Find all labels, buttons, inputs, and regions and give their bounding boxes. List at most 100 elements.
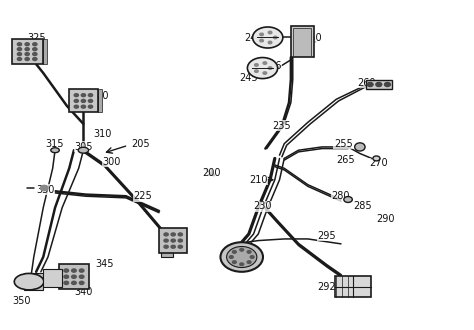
Circle shape — [18, 57, 22, 60]
Text: 330: 330 — [36, 185, 55, 195]
FancyBboxPatch shape — [161, 244, 173, 257]
Circle shape — [171, 233, 175, 236]
Circle shape — [88, 99, 92, 102]
Circle shape — [273, 36, 277, 39]
Text: 292: 292 — [318, 281, 336, 292]
Text: 210: 210 — [249, 175, 267, 185]
Circle shape — [18, 48, 22, 50]
Circle shape — [376, 82, 382, 86]
Circle shape — [268, 41, 272, 44]
Circle shape — [263, 72, 267, 74]
Text: 345: 345 — [95, 259, 114, 269]
Circle shape — [25, 57, 29, 60]
Text: 245: 245 — [239, 73, 258, 83]
Text: 315: 315 — [46, 139, 64, 148]
Circle shape — [178, 245, 182, 248]
Text: 230: 230 — [254, 201, 272, 211]
Circle shape — [240, 248, 244, 251]
Text: 305: 305 — [74, 142, 92, 152]
FancyBboxPatch shape — [98, 89, 102, 113]
Ellipse shape — [355, 143, 365, 151]
Circle shape — [263, 62, 267, 64]
Circle shape — [178, 239, 182, 242]
Circle shape — [79, 269, 84, 272]
Circle shape — [229, 256, 233, 258]
Circle shape — [178, 233, 182, 236]
Bar — [291, 26, 314, 57]
Circle shape — [74, 105, 78, 108]
Circle shape — [260, 39, 264, 42]
Text: 265: 265 — [337, 155, 355, 165]
Circle shape — [33, 48, 37, 50]
Circle shape — [255, 64, 258, 66]
Text: 285: 285 — [353, 201, 372, 211]
Bar — [335, 276, 371, 297]
FancyBboxPatch shape — [43, 39, 47, 64]
Circle shape — [74, 99, 78, 102]
Text: 220: 220 — [235, 257, 254, 267]
Text: 325: 325 — [27, 33, 46, 44]
Circle shape — [79, 275, 84, 278]
Circle shape — [367, 82, 373, 86]
Text: 295: 295 — [318, 231, 336, 241]
Circle shape — [64, 281, 69, 284]
Circle shape — [260, 33, 264, 36]
Text: 240: 240 — [244, 33, 263, 44]
Circle shape — [64, 275, 69, 278]
Text: 320: 320 — [91, 91, 109, 101]
Circle shape — [384, 82, 391, 86]
Circle shape — [33, 57, 37, 60]
Bar — [43, 269, 62, 286]
Text: 350: 350 — [13, 296, 31, 306]
Circle shape — [232, 261, 236, 263]
Circle shape — [25, 52, 29, 55]
Circle shape — [171, 245, 175, 248]
Text: 310: 310 — [93, 129, 111, 139]
Circle shape — [25, 48, 29, 50]
Text: 300: 300 — [102, 157, 121, 167]
Circle shape — [72, 269, 76, 272]
Circle shape — [247, 57, 278, 79]
Circle shape — [250, 256, 254, 258]
Circle shape — [33, 52, 37, 55]
Text: 225: 225 — [133, 191, 152, 201]
Ellipse shape — [14, 274, 44, 290]
Circle shape — [232, 250, 236, 253]
Text: 215: 215 — [164, 246, 182, 255]
Circle shape — [253, 27, 283, 48]
Text: 290: 290 — [377, 214, 395, 224]
Circle shape — [79, 281, 84, 284]
Circle shape — [255, 70, 258, 72]
Circle shape — [268, 67, 272, 69]
Circle shape — [25, 43, 29, 46]
FancyBboxPatch shape — [59, 264, 89, 289]
Circle shape — [74, 94, 78, 97]
Circle shape — [171, 239, 175, 242]
Circle shape — [33, 43, 37, 46]
Text: 255: 255 — [334, 139, 353, 148]
Circle shape — [18, 43, 22, 46]
Bar — [24, 274, 43, 290]
Circle shape — [88, 105, 92, 108]
Circle shape — [81, 99, 85, 102]
Circle shape — [227, 247, 257, 268]
Text: 235: 235 — [273, 120, 291, 131]
Circle shape — [164, 245, 168, 248]
Circle shape — [81, 94, 85, 97]
Circle shape — [164, 233, 168, 236]
Circle shape — [72, 275, 76, 278]
Ellipse shape — [51, 148, 59, 153]
Text: 250: 250 — [303, 33, 322, 44]
Circle shape — [220, 242, 263, 272]
Circle shape — [64, 269, 69, 272]
Ellipse shape — [78, 147, 89, 153]
Text: 236: 236 — [263, 61, 282, 71]
Circle shape — [164, 239, 168, 242]
Circle shape — [88, 94, 92, 97]
Ellipse shape — [344, 197, 352, 203]
Circle shape — [247, 261, 251, 263]
FancyBboxPatch shape — [12, 39, 43, 64]
Bar — [293, 28, 311, 56]
Text: 205: 205 — [131, 139, 149, 148]
Circle shape — [240, 263, 244, 266]
